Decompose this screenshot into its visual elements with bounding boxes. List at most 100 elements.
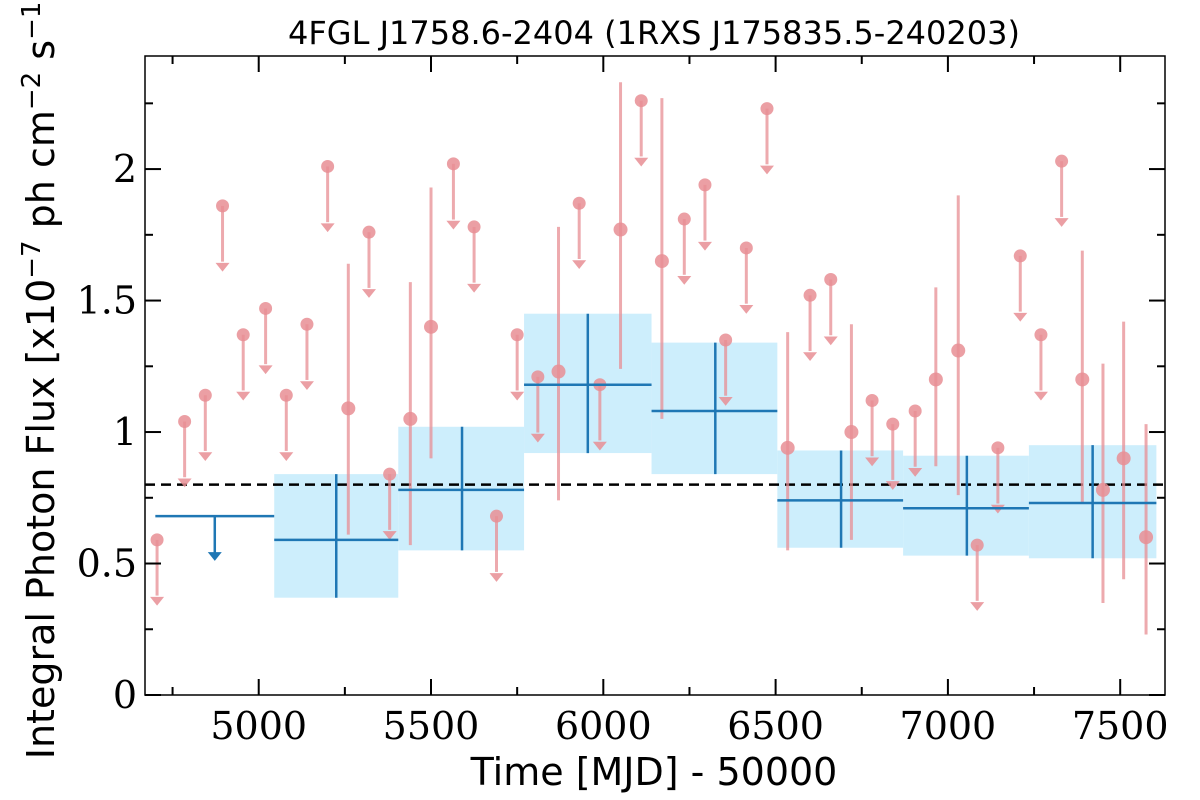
short-bin-point bbox=[1095, 482, 1110, 497]
short-bin-upper-limit-arrow bbox=[739, 304, 754, 314]
short-bin-upper-limit-point bbox=[803, 288, 817, 302]
short-bin-point bbox=[928, 372, 943, 387]
short-bin-upper-limit-arrow bbox=[320, 223, 335, 233]
y-tick-label: 0.5 bbox=[77, 542, 137, 586]
short-bin-upper-limit-arrow bbox=[198, 452, 213, 461]
y-tick-label: 2 bbox=[113, 147, 137, 191]
short-bin-point bbox=[613, 222, 628, 237]
short-bin-upper-limit-point bbox=[236, 328, 250, 342]
short-bin-upper-limit-arrow bbox=[908, 467, 923, 477]
short-bin-upper-limit-arrow bbox=[823, 336, 838, 346]
y-axis-label-part: s bbox=[19, 40, 63, 72]
short-bin-upper-limit-point bbox=[383, 467, 397, 481]
short-bin-upper-limit-point bbox=[760, 102, 774, 116]
short-bin-upper-limit-arrow bbox=[677, 276, 692, 285]
short-bin-upper-limit-arrow bbox=[530, 433, 545, 443]
short-bin-point bbox=[424, 319, 439, 334]
short-bin-point bbox=[403, 411, 418, 426]
short-bin-point bbox=[1075, 372, 1090, 387]
short-bin-upper-limit-arrow bbox=[215, 262, 230, 272]
short-bin-upper-limit-point bbox=[216, 199, 230, 213]
short-bin-upper-limit-point bbox=[150, 533, 164, 547]
short-bin-upper-limit-arrow bbox=[885, 481, 900, 490]
short-bin-upper-limit-point bbox=[677, 212, 691, 226]
short-bin-upper-limit-arrow bbox=[759, 165, 774, 175]
short-bin-upper-limit-point bbox=[300, 317, 314, 331]
short-bin-point bbox=[780, 440, 795, 455]
short-bin-upper-limit-arrow bbox=[1033, 391, 1048, 401]
y-axis-label-exp2: −2 bbox=[17, 72, 47, 110]
short-bin-upper-limit-arrow bbox=[510, 391, 525, 401]
short-bin-upper-limit-point bbox=[1055, 154, 1069, 168]
short-bin-upper-limit-arrow bbox=[634, 157, 649, 167]
short-bin-upper-limit-point bbox=[489, 509, 503, 523]
short-bin-point bbox=[1116, 451, 1131, 466]
short-bin-point bbox=[341, 401, 356, 416]
short-bin-upper-limit-point bbox=[698, 178, 712, 192]
short-bin-upper-limit-arrow bbox=[697, 241, 712, 251]
short-bin-upper-limit-point bbox=[991, 441, 1005, 455]
long-bin-upper-limit-arrow bbox=[207, 552, 222, 561]
y-tick-label: 1 bbox=[113, 410, 137, 454]
short-bin-upper-limit-point bbox=[510, 328, 524, 342]
axis-ticks: 5000 5500 6000 6500 7000 7500 0 0.5 1 1.5 2 bbox=[77, 56, 1169, 748]
short-bin-upper-limit-point bbox=[259, 301, 273, 315]
short-bin-upper-limit-arrow bbox=[1054, 218, 1069, 227]
short-bin-upper-limit-arrow bbox=[467, 283, 482, 293]
short-bin-point bbox=[551, 364, 566, 379]
short-bin-upper-limit-arrow bbox=[970, 602, 985, 611]
short-bin-point bbox=[1139, 530, 1154, 545]
short-bin-upper-limit-point bbox=[1034, 328, 1048, 342]
x-tick-label: 7000 bbox=[900, 704, 997, 748]
short-bin-upper-limit-point bbox=[279, 388, 293, 402]
y-axis-label-part: ] bbox=[19, 0, 63, 2]
short-bin-upper-limit-point bbox=[739, 241, 753, 255]
x-tick-label: 5000 bbox=[210, 704, 307, 748]
short-bin-upper-limit-arrow bbox=[489, 573, 504, 582]
short-bin-upper-limit-arrow bbox=[446, 220, 461, 230]
y-tick-label: 0 bbox=[113, 673, 137, 717]
short-bin-upper-limit-point bbox=[467, 220, 481, 234]
short-bin-upper-limit-arrow bbox=[1013, 312, 1028, 322]
short-bin-upper-limit-point bbox=[970, 538, 984, 552]
short-bin-point bbox=[654, 254, 669, 269]
y-axis-label-exp1: −7 bbox=[17, 240, 47, 278]
short-bin-upper-limit-arrow bbox=[236, 391, 251, 401]
short-bin-upper-limit-point bbox=[531, 370, 545, 384]
short-bin-upper-limit-arrow bbox=[382, 531, 397, 540]
short-bin-upper-limit-point bbox=[198, 388, 212, 402]
short-bin-upper-limit-point bbox=[634, 94, 648, 108]
short-bin-upper-limit-point bbox=[824, 273, 838, 287]
short-bin-upper-limit-arrow bbox=[150, 596, 165, 606]
x-tick-label: 5500 bbox=[383, 704, 480, 748]
x-tick-label: 6000 bbox=[555, 704, 652, 748]
short-bin-upper-limit-arrow bbox=[865, 457, 880, 467]
short-bin-upper-limit-arrow bbox=[803, 352, 818, 362]
x-axis-label: Time [MJD] - 50000 bbox=[470, 750, 838, 794]
short-bin-upper-limit-arrow bbox=[592, 441, 607, 451]
y-axis-label: Integral Photon Flux [x10−7 ph cm−2 s−1] bbox=[17, 0, 63, 759]
short-bin-upper-limit-point bbox=[178, 415, 192, 429]
short-bin-upper-limit-point bbox=[719, 333, 733, 347]
short-bin-upper-limit-arrow bbox=[177, 478, 192, 488]
short-bin-upper-limit-arrow bbox=[299, 381, 314, 390]
x-tick-label: 6500 bbox=[727, 704, 824, 748]
y-tick-label: 1.5 bbox=[77, 279, 137, 323]
short-bin-upper-limit-point bbox=[446, 157, 460, 171]
short-bin-upper-limit-arrow bbox=[361, 289, 376, 298]
short-bin-upper-limit-arrow bbox=[572, 260, 587, 269]
short-bin-upper-limit-point bbox=[362, 225, 376, 239]
short-bin-upper-limit-point bbox=[865, 393, 879, 407]
short-bin-upper-limit-arrow bbox=[279, 452, 294, 461]
plot-frame bbox=[144, 55, 1166, 696]
y-axis-label-exp3: −1 bbox=[17, 2, 47, 40]
short-bin-point bbox=[951, 343, 966, 358]
y-axis-label-part: ph cm bbox=[19, 110, 63, 240]
short-bin-upper-limit-point bbox=[908, 404, 922, 418]
short-bin-upper-limit-point bbox=[886, 417, 900, 431]
short-bin-marks bbox=[150, 82, 1154, 635]
y-axis-label-part: Integral Photon Flux [x10 bbox=[19, 279, 63, 760]
short-bin-upper-limit-point bbox=[1013, 249, 1027, 263]
short-bin-upper-limit-point bbox=[572, 196, 586, 210]
